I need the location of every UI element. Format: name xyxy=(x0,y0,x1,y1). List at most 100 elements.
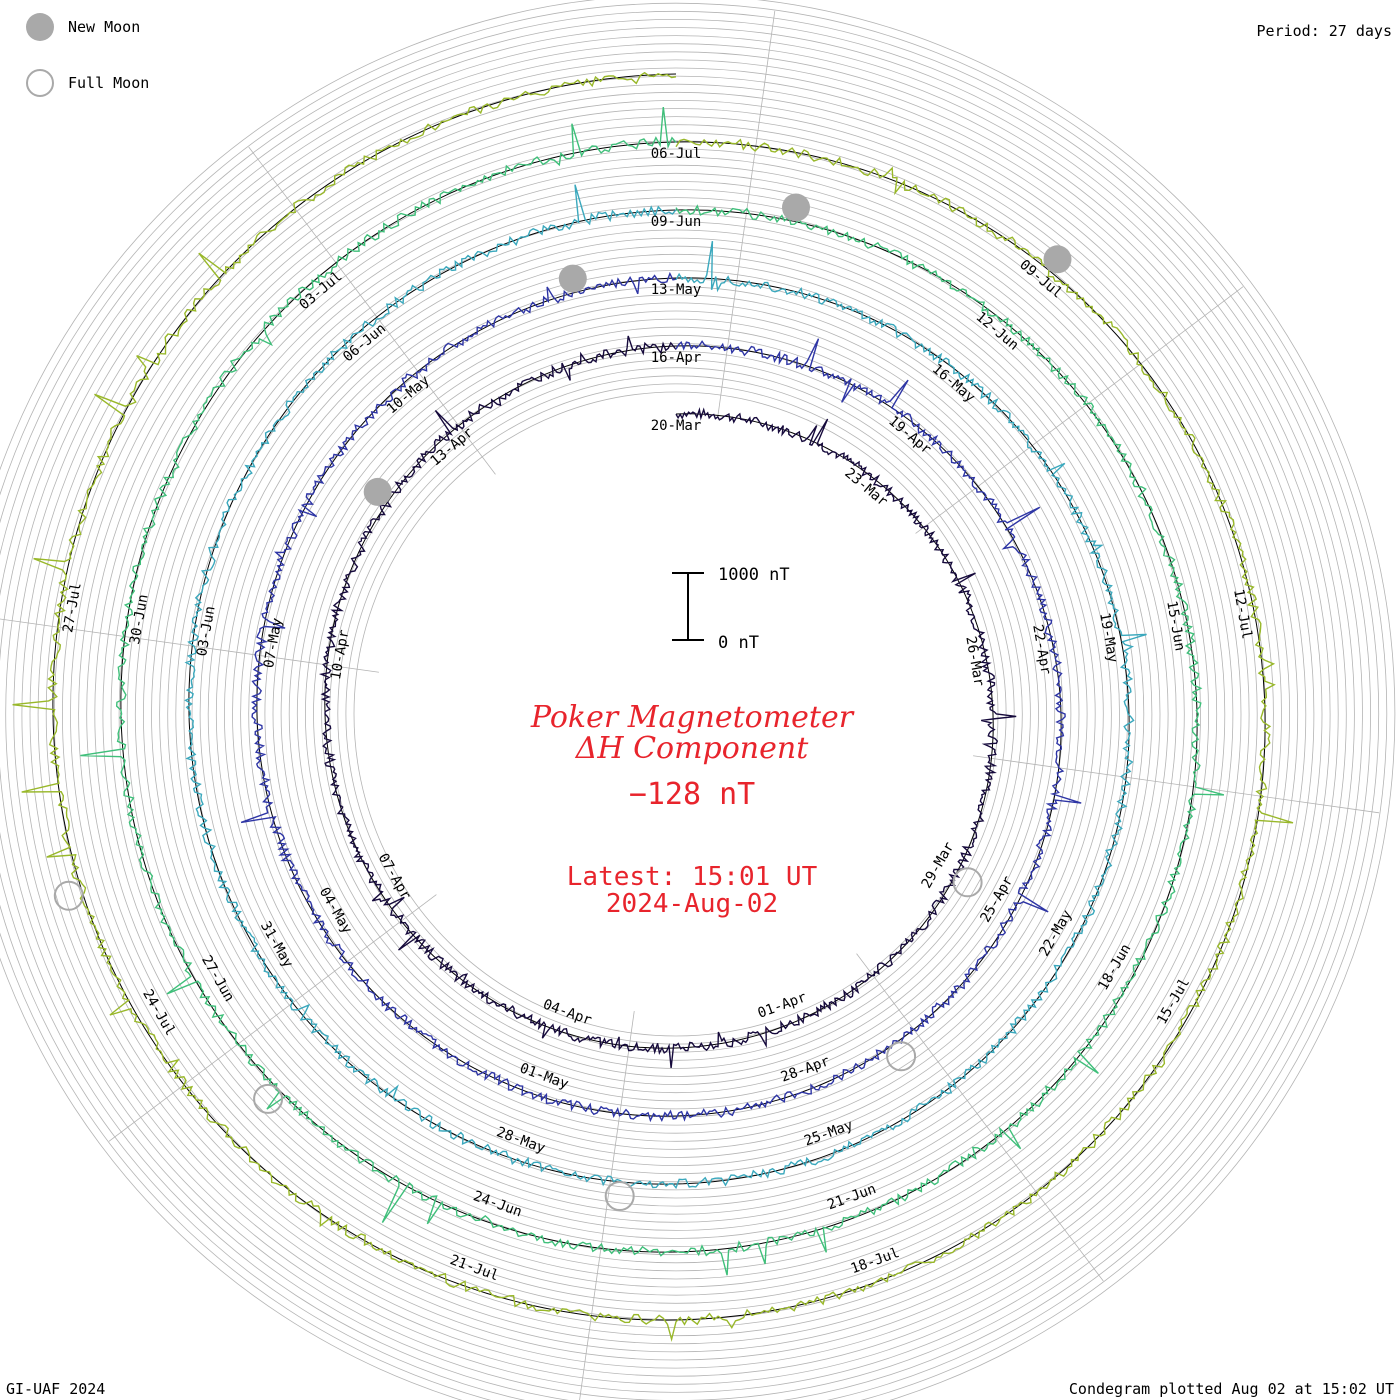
grid-ring xyxy=(280,318,1072,1110)
grid-ring xyxy=(62,100,1290,1328)
footer-credit: GI-UAF 2024 xyxy=(6,1380,106,1398)
grid-ring xyxy=(45,83,1307,1345)
grid-ring xyxy=(0,11,1379,1400)
full-moon-icon xyxy=(26,69,54,97)
full-moon-marker xyxy=(604,1181,635,1211)
grid-ring xyxy=(0,19,1371,1400)
full-moon-marker xyxy=(53,880,84,911)
grid-ring xyxy=(183,221,1169,1207)
grid-ring xyxy=(215,253,1137,1175)
grid-ring xyxy=(37,75,1315,1353)
title-line-1: Poker Magnetometer xyxy=(530,700,855,735)
grid-ring xyxy=(118,156,1234,1272)
new-moon-marker xyxy=(558,264,587,293)
grid-ring xyxy=(264,302,1088,1126)
grid-ring xyxy=(248,286,1104,1142)
grid-ring xyxy=(0,3,1387,1400)
full-moon-marker xyxy=(886,1041,917,1072)
date-label: 20-Mar xyxy=(651,418,702,434)
date-label: 28-Apr xyxy=(779,1053,832,1085)
grid-ring xyxy=(313,351,1039,1077)
center-title: Poker Magnetometer ΔH Component −128 nT … xyxy=(530,700,855,919)
new-moon-marker xyxy=(363,477,392,506)
data-trace-ring-1 xyxy=(318,335,1017,1068)
grid-ring xyxy=(329,367,1023,1061)
grid-spoke xyxy=(579,1011,635,1400)
grid-ring xyxy=(94,132,1258,1296)
period-label: Period: 27 days xyxy=(1256,22,1392,40)
grid-ring xyxy=(304,342,1048,1086)
reference-spiral xyxy=(52,73,1266,1321)
full-moon-marker xyxy=(952,867,983,898)
grid-ring xyxy=(296,334,1056,1094)
data-trace-ring-5 xyxy=(12,71,1294,1343)
full-moon-marker xyxy=(253,1083,284,1114)
current-value: −128 nT xyxy=(629,777,755,812)
date-label: 18-Jun xyxy=(1095,941,1134,993)
date-label: 04-Apr xyxy=(541,996,594,1028)
grid-spoke xyxy=(915,286,1244,534)
legend-new-moon: New Moon xyxy=(26,13,140,41)
date-label: 18-Jul xyxy=(849,1245,902,1277)
grid-spoke xyxy=(0,618,379,673)
title-line-2: ΔH Component xyxy=(575,731,809,766)
grid-ring xyxy=(151,189,1201,1239)
grid-ring xyxy=(207,245,1145,1183)
date-label: 13-May xyxy=(651,282,702,298)
grid-ring xyxy=(126,164,1226,1264)
grid-ring xyxy=(29,67,1323,1361)
latest-date: 2024-Aug-02 xyxy=(606,889,778,919)
grid-ring xyxy=(199,237,1153,1191)
date-label: 16-Apr xyxy=(651,350,702,366)
new-moon-icon xyxy=(26,13,54,41)
date-label: 15-Jul xyxy=(1154,975,1193,1027)
grid-spoke xyxy=(973,755,1380,814)
footer-plot-time: Condegram plotted Aug 02 at 15:02 UT xyxy=(1068,1380,1394,1398)
grid-ring xyxy=(232,270,1120,1158)
grid-ring xyxy=(134,172,1218,1256)
grid-ring xyxy=(337,375,1015,1053)
grid-ring xyxy=(288,326,1064,1102)
grid-ring xyxy=(78,116,1274,1312)
grid-ring xyxy=(0,35,1355,1393)
grid-ring xyxy=(0,27,1363,1400)
grid-spoke xyxy=(108,894,437,1142)
date-label: 06-Jul xyxy=(651,146,702,162)
grid-spoke xyxy=(856,953,1104,1282)
new-moon-marker xyxy=(782,193,810,222)
grid-ring xyxy=(175,213,1177,1215)
data-trace-ring-3 xyxy=(184,184,1147,1190)
grid-ring xyxy=(102,140,1250,1288)
grid-ring xyxy=(13,51,1339,1377)
grid-ring xyxy=(167,205,1185,1223)
latest-time: Latest: 15:01 UT xyxy=(567,862,818,892)
grid-spoke xyxy=(248,146,496,475)
grid-ring xyxy=(191,229,1161,1199)
date-label: 24-Jul xyxy=(139,987,178,1039)
date-label: 01-Apr xyxy=(756,989,809,1021)
data-traces xyxy=(12,71,1294,1343)
grid-ring xyxy=(321,359,1031,1069)
legend-new-moon-label: New Moon xyxy=(68,18,141,36)
moon-markers xyxy=(53,193,1072,1211)
grid-ring xyxy=(159,197,1193,1231)
scale-top-label: 1000 nT xyxy=(718,565,790,585)
legend-full-moon-label: Full Moon xyxy=(68,74,150,92)
date-label: 25-Apr xyxy=(977,873,1016,925)
grid-ring xyxy=(110,148,1242,1280)
date-label: 31-May xyxy=(257,919,296,971)
grid-ring xyxy=(21,59,1331,1369)
grid-ring xyxy=(345,383,1007,1045)
grid-ring xyxy=(5,43,1347,1385)
date-label: 23-Mar xyxy=(841,465,890,510)
new-moon-marker xyxy=(1043,245,1072,274)
grid-ring xyxy=(53,91,1299,1337)
date-label: 09-Jun xyxy=(651,214,702,230)
data-trace-ring-2 xyxy=(240,271,1082,1123)
scale-bottom-label: 0 nT xyxy=(718,633,759,653)
grid-ring xyxy=(143,181,1209,1247)
date-label: 29-Mar xyxy=(919,839,958,891)
